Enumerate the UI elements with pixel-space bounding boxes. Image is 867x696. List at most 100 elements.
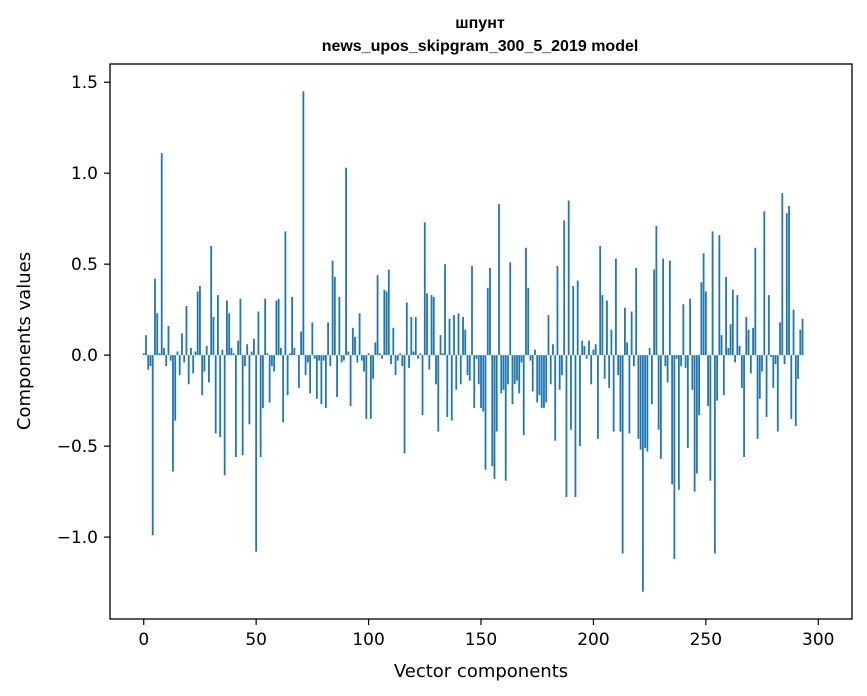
bar bbox=[324, 355, 327, 408]
bar bbox=[367, 353, 370, 356]
bar bbox=[306, 355, 309, 363]
bar bbox=[493, 355, 496, 479]
bar bbox=[214, 355, 217, 434]
bar bbox=[372, 355, 374, 379]
bar bbox=[208, 355, 210, 383]
bar bbox=[428, 355, 431, 370]
bar bbox=[268, 355, 271, 403]
bar bbox=[160, 153, 163, 356]
bar bbox=[279, 347, 282, 356]
bar bbox=[275, 300, 278, 356]
bar bbox=[761, 355, 763, 372]
bar bbox=[774, 355, 777, 365]
bar bbox=[219, 355, 222, 438]
y-tick-label: 1.0 bbox=[71, 164, 98, 184]
y-axis-ticks: −1.0 −0.5 0.0 0.5 1.0 1.5 bbox=[57, 73, 110, 548]
bar bbox=[142, 353, 145, 356]
bar bbox=[169, 355, 172, 361]
bar bbox=[471, 265, 473, 356]
bar bbox=[174, 355, 177, 421]
bar bbox=[419, 353, 422, 356]
bar bbox=[518, 355, 521, 394]
bar bbox=[549, 355, 552, 385]
x-axis-ticks: 0 50 100 150 200 250 300 bbox=[138, 619, 834, 650]
bar bbox=[253, 338, 255, 356]
bar bbox=[489, 267, 491, 356]
bar bbox=[311, 322, 314, 356]
axes-frame bbox=[109, 63, 853, 620]
bar bbox=[336, 355, 338, 397]
bar bbox=[693, 355, 696, 492]
bar bbox=[178, 355, 181, 376]
bar bbox=[264, 298, 267, 356]
bar bbox=[731, 289, 734, 356]
bar bbox=[624, 307, 626, 356]
bar bbox=[720, 335, 723, 356]
x-tick-label: 150 bbox=[465, 630, 497, 650]
bar bbox=[329, 355, 332, 367]
bar bbox=[547, 315, 550, 356]
bar bbox=[698, 355, 700, 416]
bar bbox=[529, 355, 532, 361]
bar bbox=[190, 347, 192, 356]
bar bbox=[716, 355, 718, 401]
bar bbox=[441, 353, 444, 356]
bar bbox=[576, 280, 579, 356]
bar bbox=[507, 355, 509, 385]
bar bbox=[637, 355, 640, 439]
bar bbox=[626, 342, 629, 356]
bar bbox=[628, 355, 631, 434]
y-tick-label: −0.5 bbox=[57, 437, 98, 457]
chart-title: шпунт bbox=[455, 15, 505, 32]
bar bbox=[588, 340, 590, 356]
x-tick-label: 100 bbox=[352, 630, 384, 650]
bar bbox=[259, 355, 262, 458]
bar bbox=[797, 355, 799, 379]
bar bbox=[291, 296, 294, 356]
x-tick-label: 250 bbox=[690, 630, 722, 650]
bar bbox=[770, 355, 772, 357]
bar bbox=[450, 355, 453, 421]
chart-subtitle: news_upos_skipgram_300_5_2019 model bbox=[322, 38, 639, 55]
bar bbox=[435, 355, 437, 385]
bar bbox=[594, 344, 597, 356]
bar bbox=[556, 265, 559, 356]
bar bbox=[756, 355, 759, 439]
bar bbox=[752, 327, 754, 356]
bar bbox=[736, 295, 739, 356]
bar bbox=[145, 335, 147, 356]
bar bbox=[282, 355, 285, 423]
bar bbox=[383, 289, 386, 356]
bar bbox=[644, 355, 647, 448]
bar bbox=[203, 355, 206, 372]
bar bbox=[217, 295, 219, 356]
bar bbox=[666, 355, 669, 383]
bar bbox=[691, 355, 694, 390]
bar bbox=[675, 355, 678, 359]
bar bbox=[232, 353, 235, 356]
bar bbox=[704, 291, 707, 356]
bar bbox=[516, 355, 518, 381]
bar bbox=[621, 355, 624, 554]
bar bbox=[527, 287, 530, 356]
bar bbox=[581, 340, 584, 356]
bar bbox=[315, 355, 318, 399]
bar bbox=[509, 262, 512, 356]
bar bbox=[635, 267, 638, 356]
bar bbox=[270, 355, 273, 367]
bar bbox=[754, 247, 757, 356]
bar bbox=[680, 355, 683, 367]
bar bbox=[513, 355, 516, 385]
bar bbox=[223, 355, 226, 476]
bar bbox=[794, 355, 797, 427]
bar bbox=[785, 213, 788, 356]
bar bbox=[318, 355, 321, 361]
bar bbox=[358, 313, 361, 356]
bar bbox=[565, 355, 568, 498]
bar bbox=[477, 355, 480, 385]
bar bbox=[475, 355, 478, 359]
bar bbox=[747, 329, 750, 356]
bar bbox=[792, 309, 795, 356]
bar bbox=[504, 355, 507, 481]
